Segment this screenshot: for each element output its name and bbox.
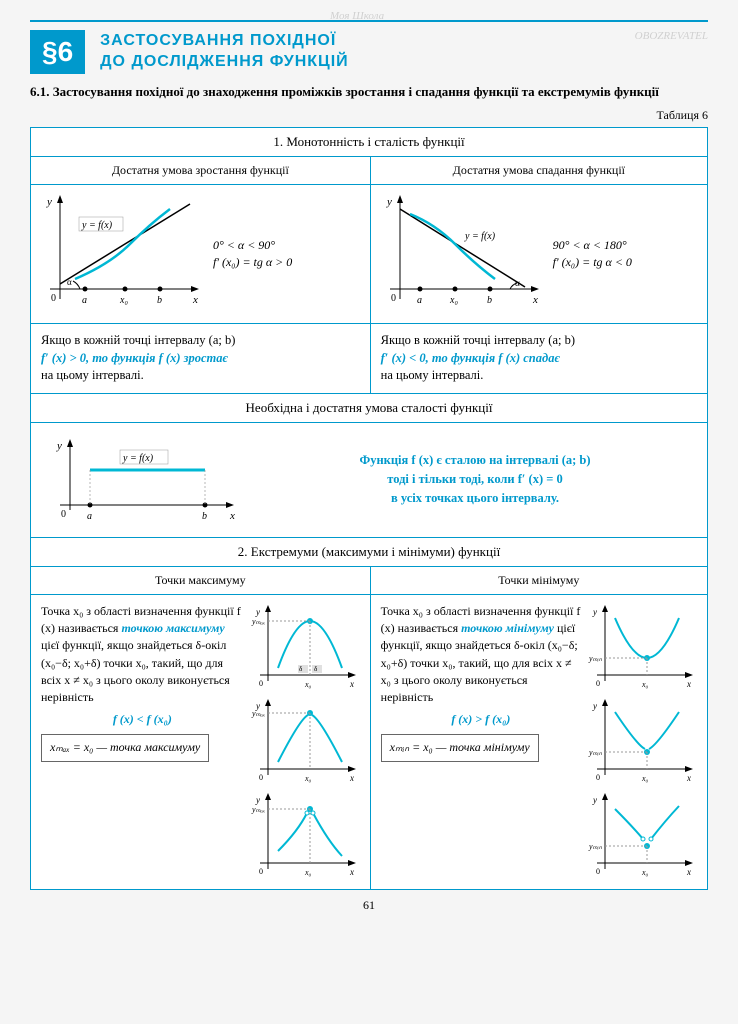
constancy-cell: y x 0 y = f(x) a b Функція f (x) є стало…	[31, 422, 708, 537]
svg-text:0: 0	[596, 679, 600, 688]
svg-text:x₀: x₀	[119, 295, 128, 306]
max-graph-3: y x 0 yₘₐₓ x₀	[250, 791, 360, 881]
svg-text:x: x	[349, 773, 354, 783]
min-graph-2: y x 0 yₘᵢₙ x₀	[587, 697, 697, 787]
table-label: Таблиця 6	[30, 108, 708, 123]
svg-text:x: x	[349, 867, 354, 877]
svg-text:x: x	[192, 294, 198, 306]
svg-text:y: y	[592, 795, 597, 805]
svg-text:0: 0	[259, 867, 263, 876]
minimum-cell: Точка x₀ з області визначення функції f …	[370, 594, 707, 889]
svg-text:yₘₐₓ: yₘₐₓ	[251, 617, 265, 626]
svg-text:0: 0	[596, 867, 600, 876]
section-title: ЗАСТОСУВАННЯ ПОХІДНОЇ ДО ДОСЛІДЖЕННЯ ФУН…	[100, 31, 349, 73]
svg-text:y = f(x): y = f(x)	[81, 220, 113, 231]
min-graph-3: y x 0 yₘᵢₙ x₀	[587, 791, 697, 881]
svg-text:x: x	[532, 294, 538, 306]
max-graph-1: y x 0 yₘₐₓ x₀ δ δ	[250, 603, 360, 693]
svg-text:a: a	[417, 295, 422, 306]
svg-text:x₀: x₀	[304, 680, 312, 689]
svg-text:α: α	[515, 278, 520, 288]
svg-text:y: y	[56, 440, 62, 452]
section-title-line1: ЗАСТОСУВАННЯ ПОХІДНОЇ	[100, 31, 349, 52]
maximum-text: Точка x₀ з області визначення функції f …	[41, 603, 244, 762]
page-number: 61	[30, 898, 708, 913]
svg-text:x₀: x₀	[449, 295, 458, 306]
minimum-graphs: y x 0 yₘᵢₙ x₀	[587, 603, 697, 881]
constancy-graph: y x 0 y = f(x) a b	[45, 435, 245, 525]
block1-col-right: Достатня умова спадання функції	[370, 157, 707, 185]
section-header: §6 ЗАСТОСУВАННЯ ПОХІДНОЇ ДО ДОСЛІДЖЕННЯ …	[30, 20, 708, 74]
block1-col-left: Достатня умова зростання функції	[31, 157, 371, 185]
maximum-graphs: y x 0 yₘₐₓ x₀ δ δ	[250, 603, 360, 881]
max-graph-2: y x 0 yₘₐₓ x₀	[250, 697, 360, 787]
svg-text:x₀: x₀	[641, 774, 649, 783]
svg-text:x: x	[229, 510, 235, 522]
svg-text:x: x	[686, 867, 691, 877]
svg-text:b: b	[487, 295, 492, 306]
min-graph-1: y x 0 yₘᵢₙ x₀	[587, 603, 697, 693]
block2-header: 2. Екстремуми (максимуми і мінімуми) фун…	[31, 537, 708, 566]
subsection-number: 6.1.	[30, 84, 50, 99]
svg-text:x₀: x₀	[641, 868, 649, 877]
svg-text:yₘᵢₙ: yₘᵢₙ	[588, 654, 603, 663]
block2-col-left: Точки максимуму	[31, 566, 371, 594]
svg-text:0: 0	[596, 773, 600, 782]
constancy-text: Функція f (x) є сталою на інтервалі (a; …	[257, 451, 693, 507]
svg-text:yₘₐₓ: yₘₐₓ	[251, 709, 265, 718]
svg-text:y: y	[255, 607, 260, 617]
decreasing-text: Якщо в кожній точці інтервалу (a; b) f′ …	[370, 324, 707, 394]
svg-text:b: b	[202, 511, 207, 522]
svg-text:y: y	[46, 196, 52, 208]
maximum-cell: Точка x₀ з області визначення функції f …	[31, 594, 371, 889]
increasing-graph: y x 0 a x₀ b α	[35, 189, 205, 319]
svg-text:b: b	[157, 295, 162, 306]
increasing-text: Якщо в кожній точці інтервалу (a; b) f′ …	[31, 324, 371, 394]
subsection-text: Застосування похідної до знаходження про…	[53, 84, 659, 99]
decreasing-graph: y x 0 y = f(x) a x₀ b	[375, 189, 545, 319]
svg-text:x: x	[349, 679, 354, 689]
svg-text:y: y	[592, 607, 597, 617]
increasing-graph-cell: y x 0 a x₀ b α	[31, 185, 371, 324]
minimum-box: xₘᵢₙ = x₀ — точка мінімуму	[381, 734, 539, 761]
section-badge: §6	[30, 30, 85, 74]
svg-text:x₀: x₀	[641, 680, 649, 689]
main-table: 1. Монотонність і сталість функції Доста…	[30, 127, 708, 890]
minimum-text: Точка x₀ з області визначення функції f …	[381, 603, 581, 762]
svg-text:x: x	[686, 679, 691, 689]
svg-text:α: α	[67, 277, 72, 287]
decreasing-graph-cell: y x 0 y = f(x) a x₀ b	[370, 185, 707, 324]
block1-header: 1. Монотонність і сталість функції	[31, 128, 708, 157]
svg-text:y = f(x): y = f(x)	[122, 453, 154, 464]
svg-text:x₀: x₀	[304, 868, 312, 877]
svg-text:x: x	[686, 773, 691, 783]
svg-text:0: 0	[391, 293, 396, 304]
svg-text:y = f(x): y = f(x)	[464, 231, 496, 242]
section-title-line2: ДО ДОСЛІДЖЕННЯ ФУНКЦІЙ	[100, 52, 349, 73]
maximum-box: xₘₐₓ = x₀ — точка максимуму	[41, 734, 209, 761]
decreasing-formula: 90° < α < 180° f′ (x₀) = tg α < 0	[553, 237, 632, 271]
block2-col-right: Точки мінімуму	[370, 566, 707, 594]
svg-text:a: a	[87, 511, 92, 522]
svg-text:yₘₐₓ: yₘₐₓ	[251, 805, 265, 814]
svg-text:yₘᵢₙ: yₘᵢₙ	[588, 842, 603, 851]
increasing-formula: 0° < α < 90° f′ (x₀) = tg α > 0	[213, 237, 292, 271]
svg-text:a: a	[82, 295, 87, 306]
svg-text:y: y	[592, 701, 597, 711]
svg-text:0: 0	[259, 773, 263, 782]
svg-text:y: y	[255, 795, 260, 805]
svg-text:0: 0	[259, 679, 263, 688]
subsection-heading: 6.1. Застосування похідної до знаходженн…	[30, 84, 708, 100]
svg-text:0: 0	[61, 509, 66, 520]
constancy-header: Необхідна і достатня умова сталості функ…	[31, 393, 708, 422]
svg-text:yₘᵢₙ: yₘᵢₙ	[588, 748, 603, 757]
svg-text:0: 0	[51, 293, 56, 304]
svg-text:y: y	[386, 196, 392, 208]
svg-text:x₀: x₀	[304, 774, 312, 783]
